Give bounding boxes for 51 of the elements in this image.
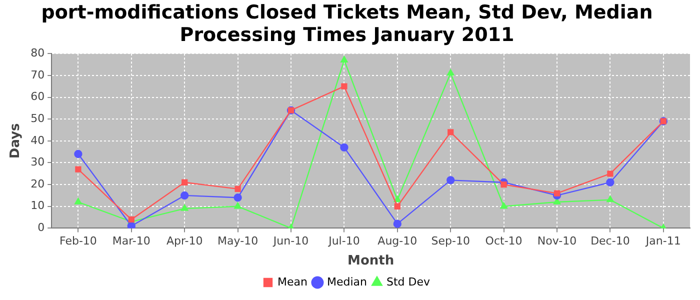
point <box>182 179 188 186</box>
point <box>74 198 82 204</box>
point <box>180 191 189 200</box>
point <box>74 150 82 158</box>
x-tick-label: Feb-10 <box>59 234 97 248</box>
point <box>448 129 454 136</box>
x-tick-label: Dec-10 <box>590 234 630 248</box>
y-tick-label: 60 <box>30 90 45 104</box>
point <box>393 220 402 228</box>
point <box>606 196 614 202</box>
y-tick-label: 40 <box>30 134 45 147</box>
point <box>127 222 136 228</box>
point <box>234 186 241 192</box>
x-tick-label: Oct-10 <box>485 234 522 248</box>
point <box>394 203 400 210</box>
x-tick-label: Jul-10 <box>328 234 360 248</box>
x-tick-label: Jun-10 <box>272 234 309 248</box>
x-tick-label: Mar-10 <box>112 234 150 248</box>
point <box>75 166 82 172</box>
x-tick-label: Nov-10 <box>537 234 577 248</box>
chart-title: port-modifications Closed Tickets Mean, Std Dev, Median Processing Times January 2011 <box>41 1 653 46</box>
point <box>446 176 455 184</box>
point <box>234 202 242 209</box>
x-tick-label: Sep-10 <box>431 234 470 248</box>
point <box>180 204 188 211</box>
x-axis-title: Month <box>348 254 394 269</box>
y-tick-label: 0 <box>38 221 45 234</box>
y-tick-label: 30 <box>30 156 45 169</box>
point <box>607 170 614 177</box>
x-tick-label: May-10 <box>218 234 258 248</box>
x-tick-label: Aug-10 <box>378 234 418 248</box>
point <box>606 178 614 186</box>
point <box>234 194 242 202</box>
y-tick-label: 10 <box>30 199 45 212</box>
y-tick-label: 50 <box>30 112 45 125</box>
x-tick-label: Jan-11 <box>644 234 681 248</box>
point <box>500 181 507 188</box>
point <box>340 143 348 152</box>
y-tick-label: 80 <box>30 46 45 60</box>
point <box>500 202 508 209</box>
point <box>554 190 560 196</box>
y-axis-title: Days <box>8 122 24 159</box>
y-tick-label: 70 <box>30 68 45 82</box>
point <box>340 56 348 62</box>
y-tick-label: 20 <box>30 177 45 190</box>
x-tick-label: Apr-10 <box>166 234 203 248</box>
legend-label: Mean <box>278 275 308 288</box>
point <box>446 69 454 76</box>
legend-label: Std Dev <box>386 275 430 288</box>
point <box>341 83 348 90</box>
legend-label: Median <box>326 275 368 288</box>
